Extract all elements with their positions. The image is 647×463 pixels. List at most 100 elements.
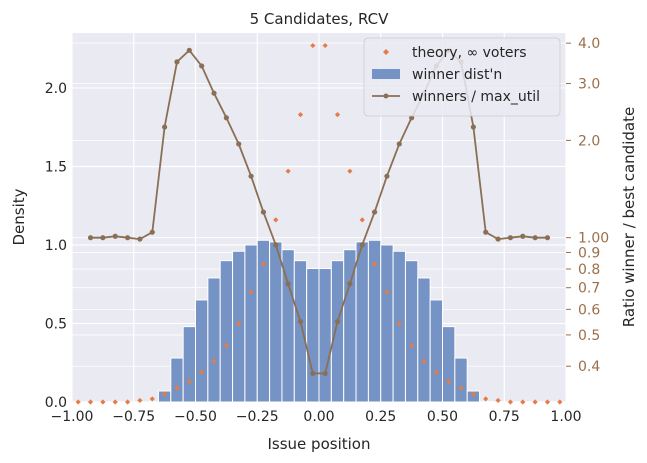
histogram-bar bbox=[442, 326, 456, 403]
histogram-bar bbox=[404, 260, 419, 403]
ratio-point bbox=[174, 59, 180, 65]
y-axis-label: Density bbox=[10, 188, 28, 245]
x-tick-label: −1.00 bbox=[51, 409, 94, 425]
ratio-point bbox=[334, 318, 341, 325]
theory-point bbox=[297, 112, 304, 118]
ratio-point bbox=[285, 281, 291, 287]
histogram-bar bbox=[318, 268, 332, 403]
theory-point bbox=[483, 396, 489, 402]
theory-point bbox=[433, 369, 439, 375]
histogram-bar bbox=[244, 244, 258, 403]
histogram-bar bbox=[182, 326, 196, 403]
histogram-bar bbox=[417, 277, 431, 403]
y-tick-label: 2.0 bbox=[45, 81, 67, 97]
theory-point bbox=[273, 217, 279, 223]
ratio-point bbox=[544, 235, 551, 241]
theory-point bbox=[186, 378, 192, 385]
ratio-point bbox=[310, 370, 316, 377]
theory-point bbox=[285, 168, 291, 174]
ratio-point bbox=[260, 209, 267, 215]
ratio-point bbox=[124, 235, 131, 241]
y2-tick-label: 0.5 bbox=[578, 328, 600, 344]
histogram-bar bbox=[195, 299, 209, 403]
y2-tick-label: 4.0 bbox=[578, 36, 600, 52]
theory-point bbox=[557, 399, 563, 405]
theory-point bbox=[347, 168, 353, 174]
legend-bar-swatch bbox=[372, 69, 400, 79]
y2-tick-label: 0.8 bbox=[578, 262, 600, 278]
y2-tick-label: 2.0 bbox=[578, 133, 600, 149]
theory-point bbox=[544, 399, 551, 405]
x-tick-label: 0.50 bbox=[427, 409, 458, 425]
y2-tick-labels: 0.4 0.5 0.6 0.7 0.80.91.00 2.0 3.0 4.0 bbox=[566, 36, 609, 375]
ratio-point bbox=[520, 233, 526, 239]
ratio-point bbox=[322, 370, 328, 377]
ratio-point bbox=[297, 318, 304, 325]
theory-point bbox=[137, 397, 143, 404]
histogram-bar bbox=[207, 277, 221, 403]
theory-point bbox=[75, 399, 81, 405]
ratio-point bbox=[162, 124, 168, 130]
histogram-bar bbox=[392, 250, 406, 403]
legend-bar-label: winner dist'n bbox=[412, 67, 502, 83]
theory-point bbox=[409, 342, 415, 349]
legend-box bbox=[363, 37, 561, 117]
y-tick-label: 1.5 bbox=[45, 159, 67, 175]
theory-point bbox=[236, 320, 242, 327]
theory-point bbox=[322, 42, 328, 49]
x-tick-label: −0.25 bbox=[236, 409, 279, 425]
ratio-point bbox=[483, 229, 489, 235]
ratio-point bbox=[532, 235, 538, 241]
legend-ratio-marker bbox=[383, 93, 389, 99]
theory-point bbox=[124, 399, 131, 405]
theory-point bbox=[87, 399, 94, 405]
histogram-bar bbox=[170, 357, 184, 403]
y2-tick-label: 0.6 bbox=[578, 302, 600, 318]
ratio-point bbox=[236, 141, 242, 147]
x-tick-label: 0.75 bbox=[489, 409, 520, 425]
theory-point bbox=[248, 289, 254, 295]
bar-series bbox=[157, 239, 481, 403]
theory-point bbox=[495, 397, 501, 404]
ratio-point bbox=[507, 235, 514, 241]
theory-point bbox=[384, 289, 390, 295]
ratio-point bbox=[186, 47, 192, 53]
theory-point bbox=[112, 399, 118, 405]
theory-point bbox=[520, 399, 526, 405]
ratio-point bbox=[87, 235, 94, 241]
histogram-bar bbox=[330, 260, 345, 403]
ratio-point bbox=[384, 173, 390, 179]
theory-point bbox=[359, 217, 365, 223]
histogram-bar bbox=[219, 260, 234, 403]
x-tick-label: 1.00 bbox=[550, 409, 581, 425]
theory-point bbox=[211, 358, 217, 364]
y2-tick-label: 1.00 bbox=[578, 231, 609, 247]
ratio-point bbox=[495, 236, 501, 242]
theory-point bbox=[162, 391, 168, 397]
ratio-point bbox=[396, 141, 402, 147]
theory-point bbox=[199, 369, 205, 375]
ratio-point bbox=[149, 229, 155, 235]
ratio-point bbox=[409, 115, 415, 121]
theory-point bbox=[421, 358, 427, 364]
histogram-bar bbox=[269, 241, 283, 403]
ratio-point bbox=[273, 242, 279, 248]
y-tick-labels: 0.0 0.5 1.0 1.5 2.0 bbox=[45, 81, 67, 411]
y2-tick-label: 0.7 bbox=[578, 281, 600, 297]
ratio-point bbox=[347, 281, 353, 287]
ratio-point bbox=[470, 124, 476, 130]
theory-point bbox=[371, 261, 378, 267]
theory-point bbox=[396, 320, 402, 327]
chart-title: 5 Candidates, RCV bbox=[250, 10, 389, 28]
x-tick-label: 0.25 bbox=[365, 409, 396, 425]
theory-point bbox=[507, 399, 514, 405]
histogram-bar bbox=[380, 244, 394, 403]
theory-point bbox=[532, 399, 538, 405]
y2-tick-label: 0.4 bbox=[578, 359, 600, 375]
theory-point bbox=[174, 385, 180, 391]
y2-tick-label: 3.0 bbox=[578, 77, 600, 93]
y2-tick-label: 0.9 bbox=[578, 245, 600, 261]
theory-point bbox=[149, 396, 155, 402]
theory-series bbox=[75, 42, 563, 405]
histogram-bar bbox=[232, 250, 246, 403]
